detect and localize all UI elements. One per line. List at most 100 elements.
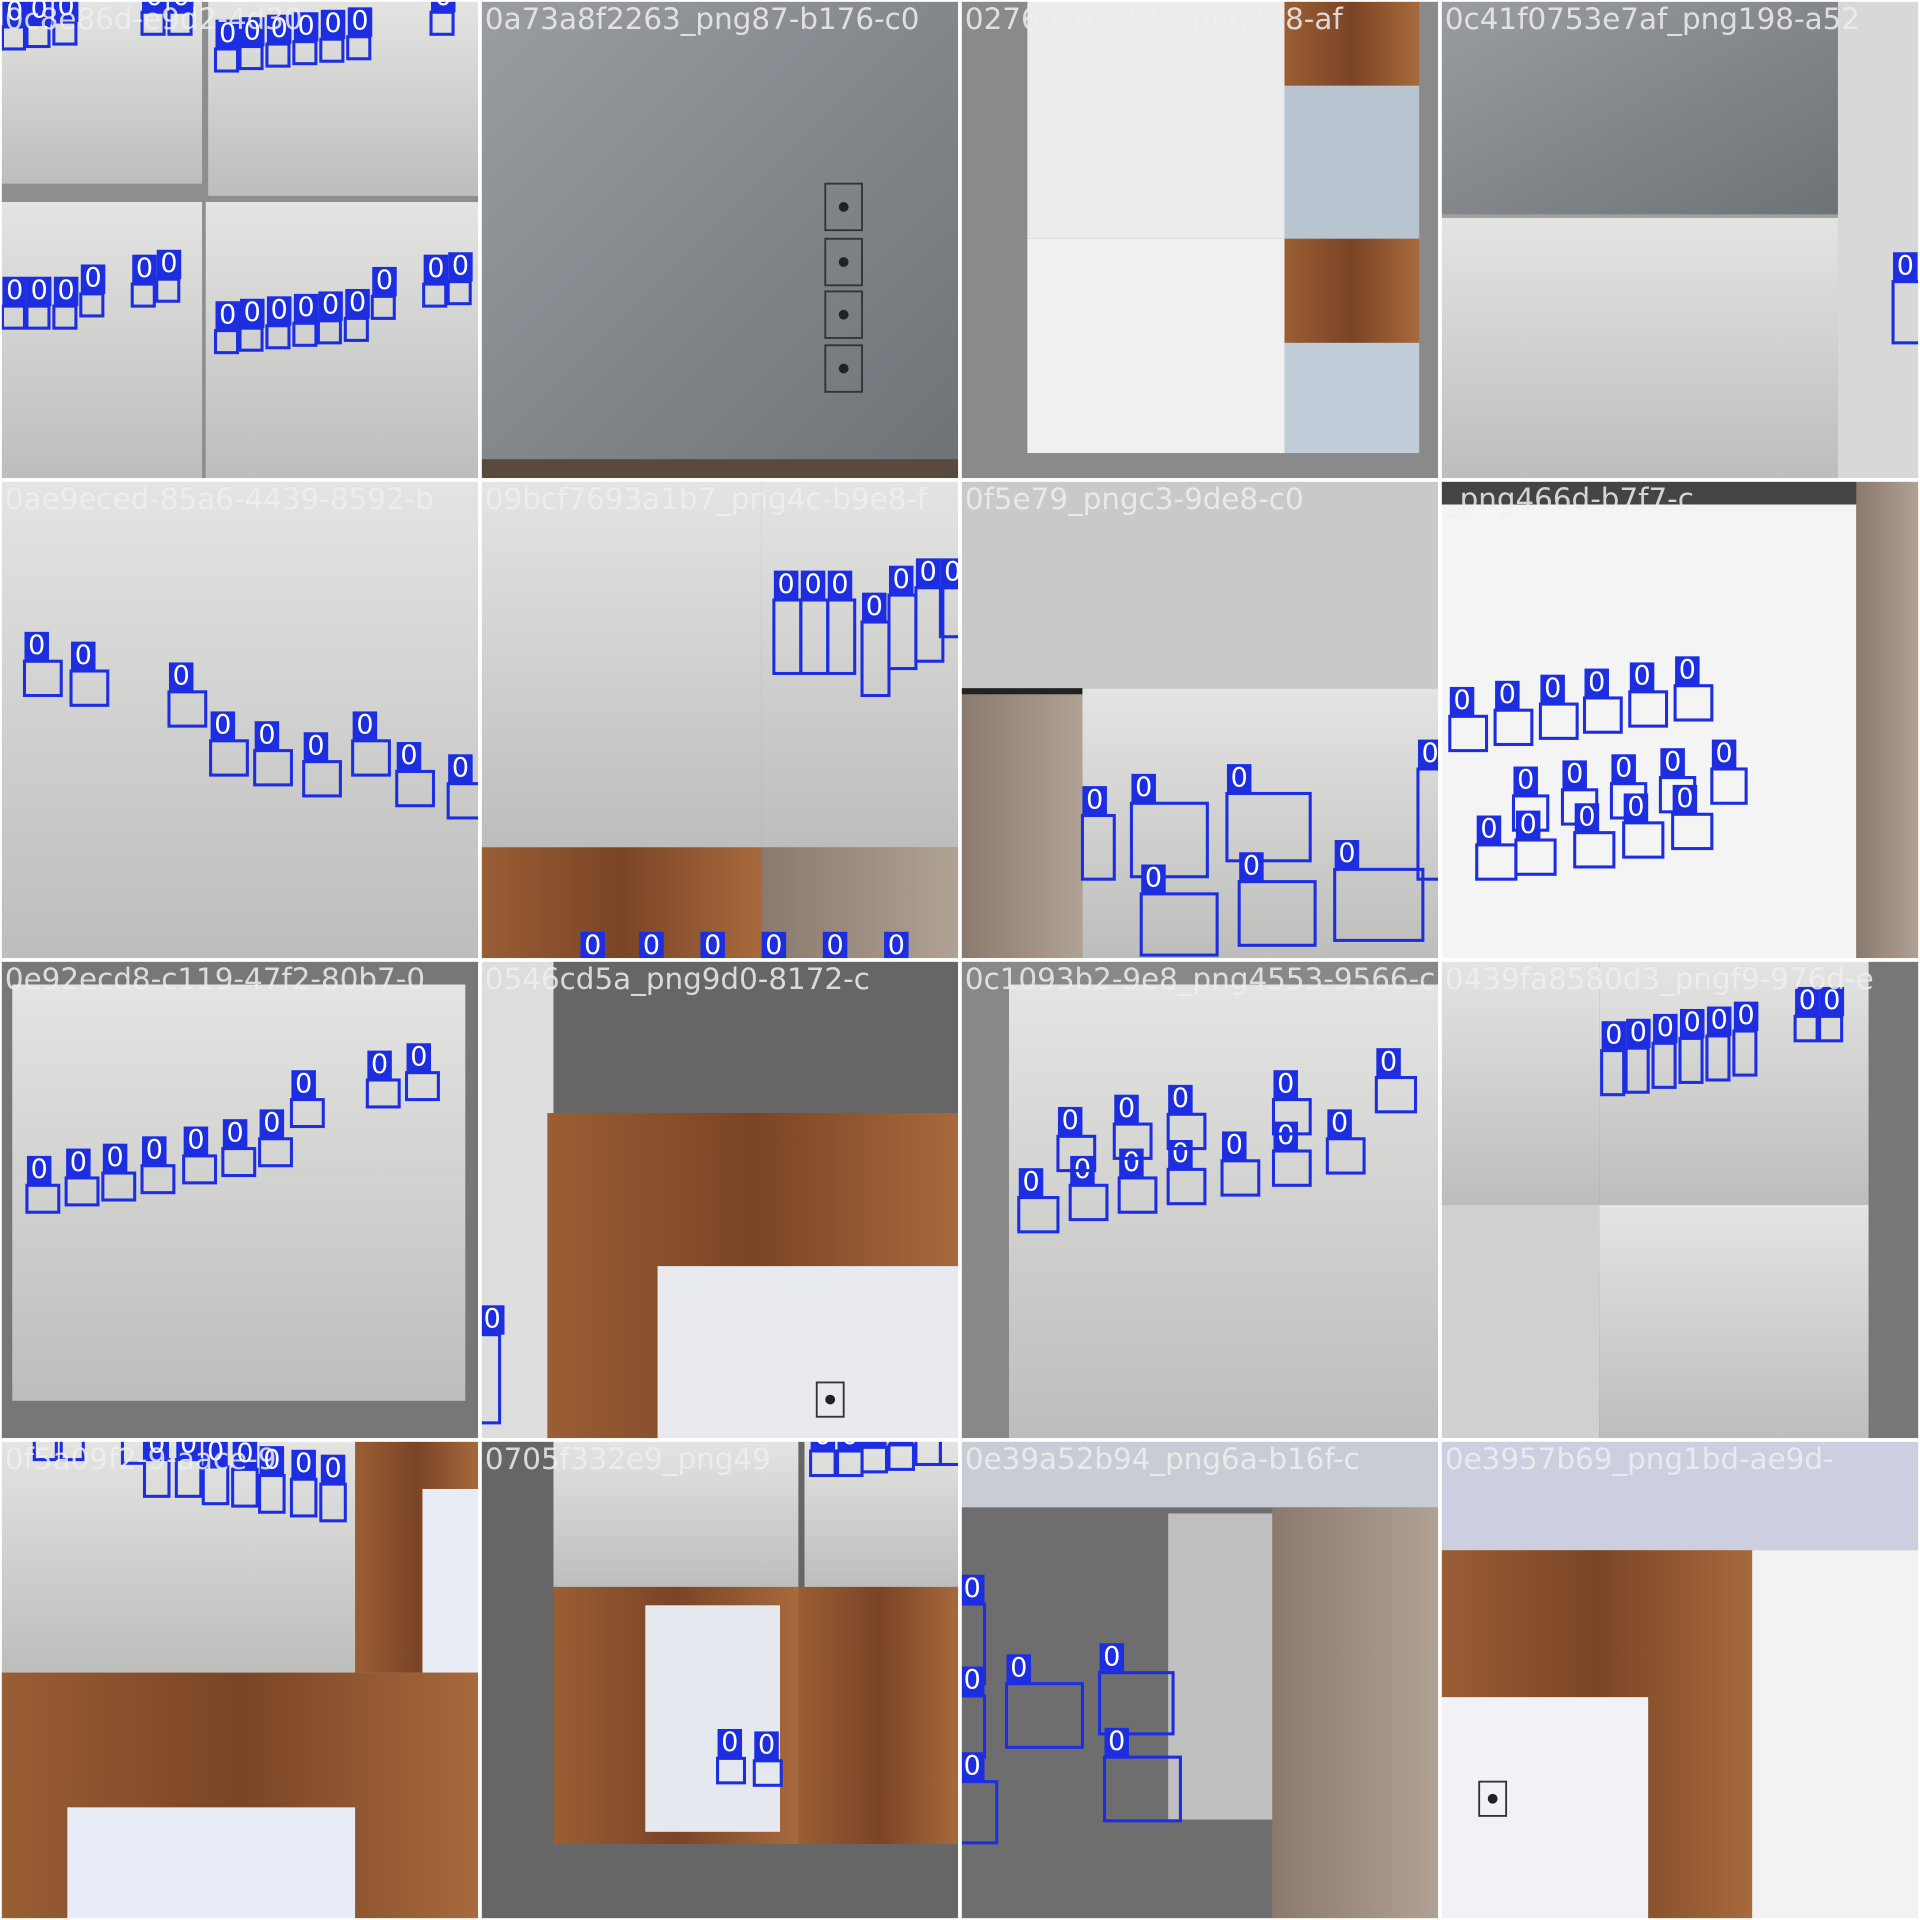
box-label: 0 (1605, 1019, 1622, 1050)
box-label: 0 (31, 0, 48, 24)
box-label-bg (1099, 1643, 1125, 1673)
box-label: 0 (1103, 1641, 1120, 1672)
box-label-bg (26, 0, 52, 25)
die-pip (825, 1394, 836, 1405)
detection-box (1129, 801, 1209, 879)
image-region (960, 480, 1440, 689)
box-label: 0 (187, 1125, 204, 1156)
box-label-bg (53, 0, 79, 23)
box-label: 0 (263, 1108, 280, 1139)
box-label: 0 (1615, 752, 1632, 783)
box-label-bg (1893, 252, 1918, 282)
tile-filename: 0c8e86d-e9d2-4d30 (5, 2, 303, 36)
box-label: 0 (964, 1573, 981, 1604)
image-region (1284, 238, 1420, 343)
box-label-bg (960, 1666, 985, 1696)
box-label: 0 (964, 1750, 981, 1781)
box-label-bg (1006, 1654, 1032, 1684)
box-label-bg (1795, 986, 1820, 1017)
box-label: 0 (1123, 1147, 1140, 1178)
box-label-bg (773, 570, 799, 600)
box-label: 0 (1588, 667, 1605, 698)
box-label: 0 (214, 710, 231, 741)
detection-box (79, 292, 105, 318)
tile-image: 0a73a8f2263_png87-b176-c0 (480, 0, 960, 480)
box-label: 0 (721, 1727, 738, 1758)
box-label-bg (215, 301, 240, 331)
box-label: 0 (356, 710, 373, 741)
detection-box (1600, 1049, 1626, 1097)
image-region (960, 694, 1083, 960)
tile-filename: 0ae9eced-85a6-4439-8592-b (5, 482, 434, 516)
tile-image: 0000000000000000000000000000c8e86d-e9d2-… (0, 0, 480, 480)
box-label-bg (915, 558, 941, 588)
box-label-bg (345, 288, 370, 319)
box-label-bg (1476, 815, 1502, 845)
box-label-bg (717, 1728, 743, 1759)
box-label-bg (1653, 1013, 1678, 1044)
box-label: 0 (1823, 985, 1840, 1016)
box-label: 0 (376, 265, 393, 296)
image-region (1837, 0, 1920, 480)
box-label: 0 (236, 1438, 253, 1469)
die-pip (838, 309, 849, 320)
box-label-bg (291, 1449, 316, 1480)
box-label-bg (1222, 1131, 1247, 1161)
box-label: 0 (944, 557, 961, 588)
box-label-bg (1584, 668, 1609, 698)
box-label-bg (372, 266, 397, 297)
box-label: 0 (107, 1142, 124, 1173)
image-region (480, 960, 554, 1440)
box-label-bg (303, 732, 329, 762)
die-card (1478, 1780, 1508, 1817)
box-label: 0 (1633, 661, 1650, 692)
box-label: 0 (1897, 250, 1914, 281)
box-label-bg (266, 296, 292, 326)
box-label-bg (884, 931, 909, 960)
box-label: 0 (427, 253, 444, 284)
box-label: 0 (349, 287, 366, 318)
box-label: 0 (324, 1453, 341, 1484)
box-label-bg (940, 558, 960, 588)
box-label: 0 (1453, 685, 1470, 716)
box-label-bg (26, 276, 52, 307)
box-label-bg (2, 276, 27, 307)
box-label-bg (1449, 686, 1475, 717)
box-label: 0 (1657, 1012, 1674, 1043)
box-label: 0 (831, 569, 848, 600)
image-region (1599, 1204, 1869, 1440)
tile-filename: 0c1093b2-9e8_png4553-9566-c (965, 962, 1435, 996)
box-label-bg (168, 0, 194, 13)
box-label: 0 (893, 564, 910, 595)
die-card (824, 290, 863, 339)
box-label-bg (1711, 739, 1737, 769)
box-label: 0 (227, 1117, 244, 1148)
box-label-bg (1680, 1008, 1705, 1039)
box-label: 0 (1226, 1130, 1243, 1161)
box-label: 0 (271, 295, 288, 326)
box-label-bg (1226, 764, 1252, 794)
box-label: 0 (180, 1428, 197, 1459)
box-label: 0 (173, 661, 190, 692)
image-region (1082, 688, 1440, 960)
box-label-bg (1733, 1001, 1759, 1032)
box-label: 0 (1716, 738, 1733, 769)
box-label-bg (24, 631, 49, 662)
box-label-bg (580, 931, 605, 960)
box-label-bg (1168, 1140, 1193, 1170)
box-label: 0 (920, 557, 937, 588)
box-label: 0 (435, 0, 452, 12)
box-label: 0 (1566, 759, 1583, 790)
box-label: 0 (1062, 1105, 1079, 1136)
tile-image: 00000000000f5a09f2-9-aace-9 (0, 1428, 480, 1920)
box-label: 0 (1331, 1108, 1348, 1139)
box-label-bg (888, 1440, 914, 1445)
box-label: 0 (148, 1428, 165, 1459)
box-label-bg (1168, 1084, 1193, 1115)
image-region (645, 1605, 780, 1832)
